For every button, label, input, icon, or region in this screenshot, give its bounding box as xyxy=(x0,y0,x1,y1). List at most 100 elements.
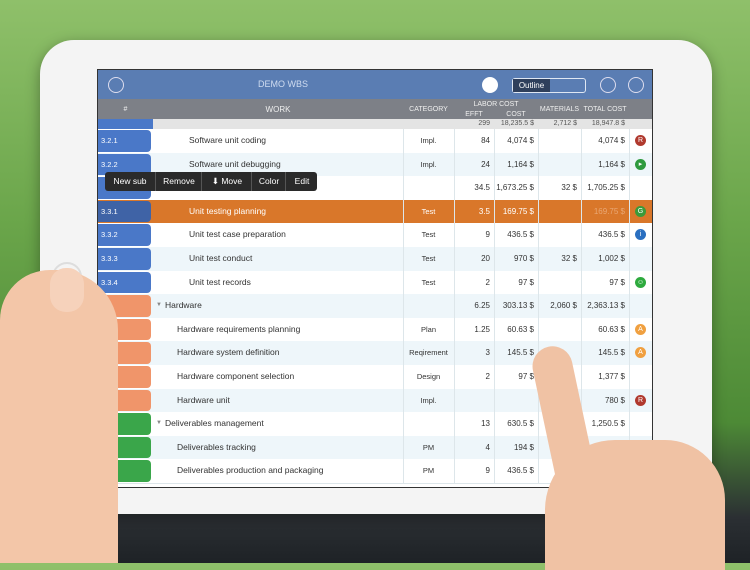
materials-value: 32 $ xyxy=(561,254,577,263)
table-row[interactable]: 4.1Hardware requirements planningPlan1.2… xyxy=(98,317,652,343)
cell-divider xyxy=(454,412,455,436)
menu-item[interactable]: Color xyxy=(251,172,286,191)
cost-value: 970 $ xyxy=(513,254,534,263)
effort-value: 13 xyxy=(481,419,490,429)
total-value: 1,002 $ xyxy=(598,254,625,263)
table-row[interactable]: 3.3.4 Unit test records Test 2 97 $ 97 $ ☺ xyxy=(98,270,652,296)
view-toggle: Outline xyxy=(512,78,586,93)
category: Test xyxy=(421,230,436,240)
cell-divider xyxy=(629,341,630,365)
cell-divider xyxy=(581,199,582,224)
effort-value: 1.25 xyxy=(474,324,490,334)
header-label: WORK xyxy=(265,105,291,114)
table-row[interactable]: 3.3.3 Unit test conduct Test 20 970 $ 32 $ 1,0… xyxy=(98,247,652,272)
column-header xyxy=(98,99,652,119)
cost-value: 4,074 $ xyxy=(507,136,534,145)
table-row[interactable]: 3.3.1 Unit testing planning Test 3.5 169.75 … xyxy=(98,199,652,225)
category: Impl. xyxy=(420,395,437,405)
back-button[interactable] xyxy=(108,77,124,93)
category: Test xyxy=(421,277,436,287)
task-name: Hardware unit xyxy=(177,394,230,405)
segment[interactable]: Outline xyxy=(513,79,550,92)
cell-divider xyxy=(538,412,539,436)
cell-divider xyxy=(403,294,404,318)
share-button[interactable] xyxy=(600,77,616,93)
header-label: MATERIALS xyxy=(539,106,580,113)
header-label: TOTAL COST xyxy=(583,106,627,113)
cell-divider xyxy=(454,341,455,365)
cell-divider xyxy=(581,365,582,389)
cell-divider xyxy=(403,341,404,365)
effort-value: 9 xyxy=(485,466,490,476)
cell-divider xyxy=(538,247,539,271)
cell-divider xyxy=(494,129,495,153)
cell-divider xyxy=(538,199,539,224)
cell-divider xyxy=(629,365,630,389)
expand-arrow: ▼ xyxy=(156,420,162,427)
task-name: Software unit debugging xyxy=(189,158,281,169)
cell-divider xyxy=(629,294,630,318)
number-cell xyxy=(98,271,151,294)
menu-item[interactable]: ⬇ Move xyxy=(201,172,252,191)
cell-divider xyxy=(538,176,539,200)
category: Test xyxy=(421,206,436,216)
effort-value: 24 xyxy=(481,159,490,169)
header-label: # xyxy=(123,106,128,113)
cost-value: 60.63 $ xyxy=(507,324,534,334)
menu-item[interactable]: Remove xyxy=(155,172,202,191)
cell-divider xyxy=(403,129,404,153)
cell-divider xyxy=(629,247,630,271)
cell-divider xyxy=(403,412,404,436)
cell-divider xyxy=(494,270,495,295)
summary-number-cell xyxy=(98,119,153,129)
task-name: Deliverables management xyxy=(165,418,264,429)
total-value: 60.63 $ xyxy=(598,324,625,334)
task-name: Unit testing planning xyxy=(189,205,267,216)
menu-item[interactable]: New sub xyxy=(113,176,147,186)
cell-divider xyxy=(454,247,455,271)
undo-button[interactable] xyxy=(482,77,498,93)
status-icon: G xyxy=(635,205,646,217)
cell-divider xyxy=(538,294,539,318)
cell-divider xyxy=(403,270,404,295)
number-cell xyxy=(98,130,151,152)
effort-value: 84 xyxy=(481,136,490,145)
cell-divider xyxy=(581,129,582,153)
cell-divider xyxy=(494,294,495,318)
menu-item[interactable]: Edit xyxy=(285,172,318,191)
cell-divider xyxy=(538,152,539,177)
cell-divider xyxy=(494,459,495,483)
status-icon: ▸ xyxy=(635,158,646,170)
header-label: LABOR COST xyxy=(473,101,519,108)
app-title: DEMO WBS xyxy=(257,79,308,89)
number-cell xyxy=(98,224,151,246)
cell-divider xyxy=(454,270,455,295)
more-button[interactable] xyxy=(628,77,644,93)
total-value: 145.5 $ xyxy=(598,348,625,358)
table-row[interactable]: 3.2.1 Software unit coding Impl. 84 4,074 $ 4… xyxy=(98,129,652,154)
cell-divider xyxy=(494,199,495,224)
cell-divider xyxy=(494,317,495,342)
number-cell xyxy=(98,200,151,223)
wbs-number: 3.2.1 xyxy=(101,136,118,145)
table-row[interactable]: 3.3.2 Unit test case preparation Test 9 436.… xyxy=(98,223,652,248)
task-name: Unit test case preparation xyxy=(189,229,286,240)
status-icon: R xyxy=(635,135,646,146)
status-icon: A xyxy=(635,347,646,359)
cell-divider xyxy=(454,152,455,177)
cell-divider xyxy=(581,341,582,365)
summary-row xyxy=(98,119,652,129)
cost-value: 303.13 $ xyxy=(502,301,534,311)
status-icon: i xyxy=(635,229,646,241)
number-cell xyxy=(98,248,151,270)
total-value: 780 $ xyxy=(604,395,625,405)
cell-divider xyxy=(494,247,495,271)
wbs-number: 3.3.2 xyxy=(101,230,118,240)
status-icon: A xyxy=(635,323,646,335)
task-name: Hardware component selection xyxy=(177,371,295,381)
cell-divider xyxy=(581,152,582,177)
effort-value: 9 xyxy=(485,230,490,240)
category: Plan xyxy=(420,324,436,334)
